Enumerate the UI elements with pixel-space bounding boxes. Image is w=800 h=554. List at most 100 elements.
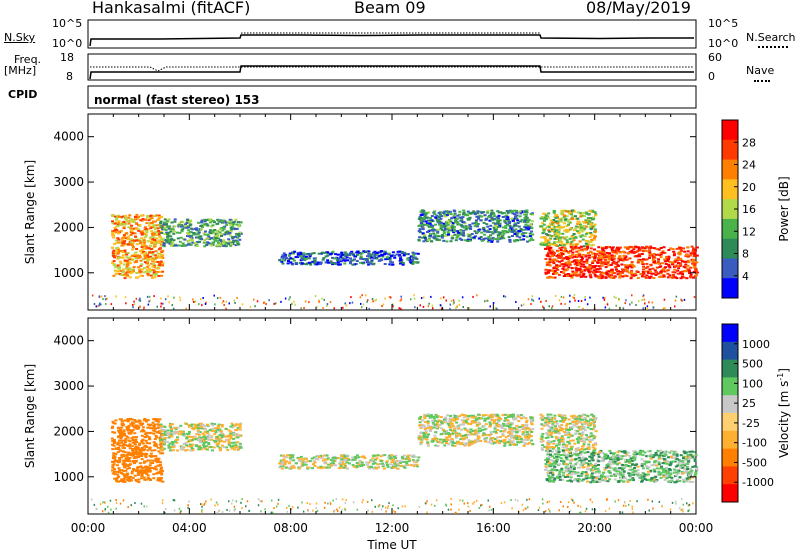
echo-cell bbox=[547, 247, 551, 250]
echo-cell bbox=[214, 431, 218, 434]
echo-cell bbox=[428, 426, 432, 429]
echo-cell bbox=[695, 246, 699, 249]
echo-cell bbox=[579, 213, 583, 216]
echo-cell bbox=[630, 269, 634, 272]
echo-cell bbox=[199, 448, 203, 451]
echo-cell bbox=[190, 447, 194, 450]
echo-cell bbox=[230, 447, 234, 450]
echo-cell bbox=[427, 239, 431, 242]
echo-cell bbox=[465, 225, 468, 228]
echo-cell bbox=[371, 457, 375, 460]
echo-cell bbox=[138, 448, 142, 451]
echo-cell bbox=[617, 270, 620, 273]
echo-cell bbox=[589, 296, 591, 299]
echo-cell bbox=[635, 304, 637, 306]
echo-cell bbox=[645, 258, 649, 261]
echo-cell bbox=[452, 427, 456, 430]
echo-cell bbox=[315, 263, 319, 266]
echo-cell bbox=[199, 426, 203, 428]
echo-cell bbox=[492, 430, 496, 433]
echo-cell bbox=[547, 243, 551, 245]
echo-cell bbox=[551, 224, 555, 227]
echo-cell bbox=[233, 448, 237, 451]
echo-cell bbox=[685, 267, 689, 270]
echo-cell bbox=[508, 428, 512, 431]
echo-cell bbox=[199, 438, 203, 441]
echo-cell bbox=[512, 443, 516, 446]
echo-cell bbox=[147, 470, 151, 473]
echo-cell bbox=[317, 252, 321, 255]
echo-cell bbox=[679, 248, 683, 251]
echo-cell bbox=[492, 302, 495, 304]
echo-cell bbox=[562, 215, 566, 218]
echo-cell bbox=[497, 234, 501, 237]
echo-cell bbox=[437, 419, 441, 422]
echo-cell bbox=[423, 414, 427, 417]
echo-cell bbox=[647, 246, 651, 249]
echo-cell bbox=[607, 254, 611, 257]
echo-cell bbox=[152, 260, 156, 263]
echo-cell bbox=[677, 267, 681, 270]
echo-cell bbox=[462, 221, 466, 224]
echo-cell bbox=[318, 299, 320, 302]
echo-cell bbox=[207, 242, 211, 245]
echo-cell bbox=[480, 231, 484, 234]
echo-cell bbox=[186, 219, 190, 222]
echo-cell bbox=[331, 261, 334, 264]
echo-cell bbox=[507, 236, 511, 239]
noise-tick-top: 10^5 bbox=[52, 17, 83, 30]
echo-cell bbox=[577, 249, 581, 252]
echo-cell bbox=[122, 244, 126, 247]
echo-cell bbox=[136, 473, 140, 476]
echo-cell bbox=[129, 423, 133, 426]
echo-cell bbox=[515, 443, 518, 446]
echo-cell bbox=[344, 459, 347, 462]
echo-cell bbox=[573, 297, 575, 300]
echo-cell bbox=[221, 229, 225, 232]
echo-cell bbox=[124, 463, 127, 466]
echo-cell bbox=[504, 222, 508, 225]
echo-cell bbox=[434, 426, 438, 429]
echo-cell bbox=[189, 243, 193, 246]
echo-cell bbox=[256, 300, 259, 303]
echo-cell bbox=[582, 211, 586, 214]
echo-cell bbox=[209, 436, 213, 439]
echo-cell bbox=[507, 435, 510, 438]
echo-cell bbox=[190, 238, 194, 241]
echo-cell bbox=[410, 298, 412, 301]
echo-cell bbox=[113, 470, 117, 473]
echo-cell bbox=[666, 257, 670, 260]
echo-cell bbox=[667, 263, 671, 266]
echo-cell bbox=[554, 220, 558, 223]
echo-cell bbox=[292, 466, 296, 469]
echo-cell bbox=[588, 220, 592, 223]
echo-cell bbox=[628, 264, 632, 267]
echo-cell bbox=[568, 263, 572, 266]
echo-cell bbox=[551, 253, 555, 256]
echo-cell bbox=[158, 216, 162, 219]
echo-cell bbox=[544, 272, 548, 275]
echo-cell bbox=[549, 237, 552, 240]
echo-cell bbox=[192, 232, 196, 235]
echo-cell bbox=[291, 302, 293, 305]
echo-cell bbox=[419, 210, 423, 213]
echo-cell bbox=[563, 222, 566, 225]
echo-cell bbox=[118, 439, 122, 442]
echo-cell bbox=[308, 460, 312, 463]
echo-cell bbox=[339, 256, 343, 259]
echo-cell bbox=[209, 446, 213, 449]
echo-cell bbox=[619, 270, 623, 273]
echo-cell bbox=[682, 276, 686, 279]
echo-cell bbox=[419, 415, 423, 418]
echo-cell bbox=[156, 227, 160, 230]
echo-cell bbox=[160, 473, 164, 476]
echo-cell bbox=[430, 427, 434, 430]
echo-cell bbox=[460, 224, 464, 227]
echo-cell bbox=[402, 254, 406, 257]
echo-cell bbox=[146, 459, 150, 462]
echo-cell bbox=[457, 427, 461, 430]
echo-cell bbox=[122, 220, 126, 223]
echo-cell bbox=[292, 459, 296, 462]
echo-cell bbox=[514, 228, 518, 231]
echo-cell bbox=[506, 440, 510, 443]
